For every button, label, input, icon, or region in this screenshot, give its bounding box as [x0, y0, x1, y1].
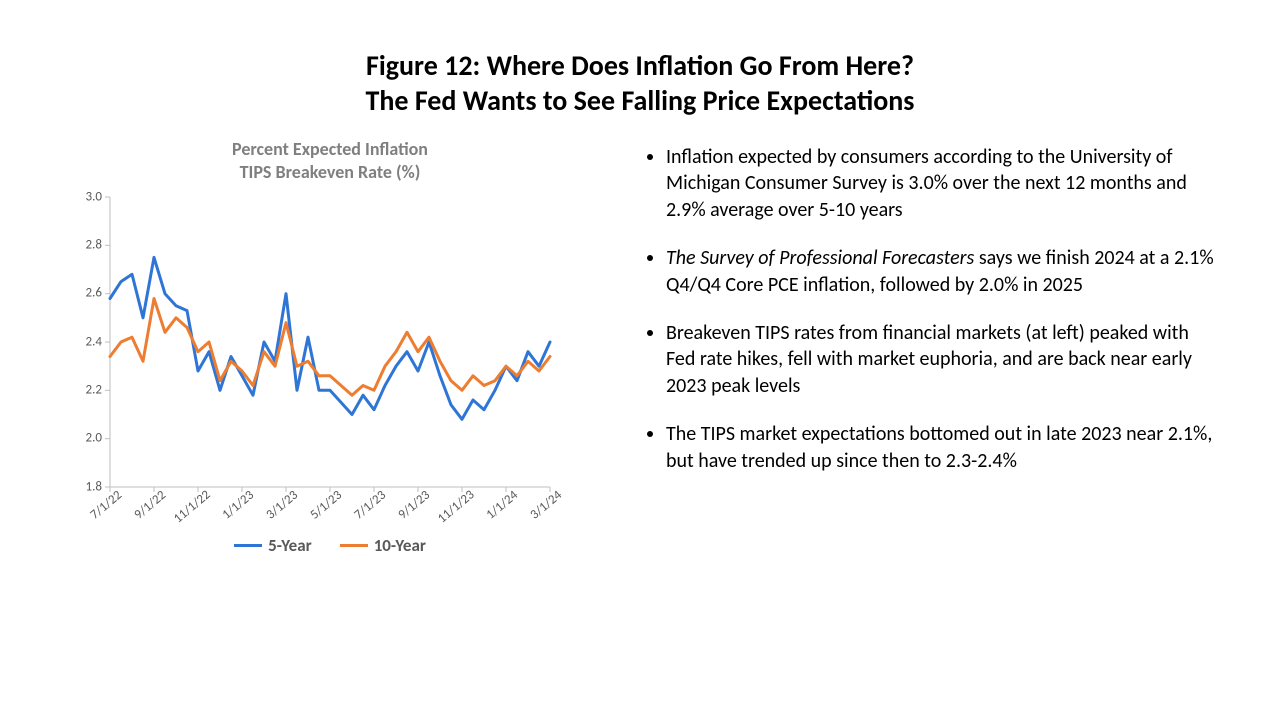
legend-label: 5-Year	[268, 535, 312, 556]
x-tick-label: 11/1/22	[171, 487, 214, 526]
y-tick-label: 2.2	[86, 383, 110, 398]
legend-item: 10-Year	[340, 535, 426, 556]
bullet-item: Breakeven TIPS rates from financial mark…	[666, 320, 1220, 399]
x-tick-label: 9/1/23	[395, 488, 433, 523]
figure-title-line2: The Fed Wants to See Falling Price Expec…	[0, 83, 1280, 118]
legend-swatch	[340, 544, 368, 547]
bullet-item: The TIPS market expectations bottomed ou…	[666, 421, 1220, 474]
legend-swatch	[234, 544, 262, 547]
series-line	[110, 257, 550, 419]
series-line	[110, 298, 550, 395]
x-tick-label: 5/1/23	[307, 488, 345, 523]
x-tick-label: 3/1/23	[263, 488, 301, 523]
chart-svg	[110, 197, 550, 487]
y-tick-label: 1.8	[86, 479, 110, 494]
x-tick-label: 1/1/24	[483, 488, 521, 523]
chart-title: Percent Expected Inflation TIPS Breakeve…	[232, 138, 428, 185]
content-row: Percent Expected Inflation TIPS Breakeve…	[0, 118, 1280, 556]
y-tick-label: 3.0	[86, 189, 110, 204]
y-tick-label: 2.4	[86, 334, 110, 349]
line-chart: 1.82.02.22.42.62.83.07/1/229/1/2211/1/22…	[110, 197, 550, 487]
x-tick-label: 3/1/24	[527, 488, 565, 523]
x-tick-label: 11/1/23	[435, 487, 478, 526]
bullet-item: The Survey of Professional Forecasters s…	[666, 245, 1220, 298]
y-tick-label: 2.8	[86, 238, 110, 253]
figure-title-line1: Figure 12: Where Does Inflation Go From …	[0, 48, 1280, 83]
bullets-column: Inflation expected by consumers accordin…	[640, 138, 1220, 556]
bullet-italic: The Survey of Professional Forecasters	[666, 246, 974, 270]
legend-item: 5-Year	[234, 535, 312, 556]
x-tick-label: 7/1/23	[351, 488, 389, 523]
figure-title: Figure 12: Where Does Inflation Go From …	[0, 0, 1280, 118]
chart-column: Percent Expected Inflation TIPS Breakeve…	[60, 138, 600, 556]
chart-title-line1: Percent Expected Inflation	[232, 138, 428, 161]
y-tick-label: 2.0	[86, 431, 110, 446]
legend-label: 10-Year	[374, 535, 426, 556]
bullet-item: Inflation expected by consumers accordin…	[666, 144, 1220, 223]
chart-legend: 5-Year 10-Year	[234, 535, 426, 556]
y-tick-label: 2.6	[86, 286, 110, 301]
chart-title-line2: TIPS Breakeven Rate (%)	[232, 161, 428, 184]
x-tick-label: 1/1/23	[219, 488, 257, 523]
x-tick-label: 9/1/22	[131, 488, 169, 523]
bullet-list: Inflation expected by consumers accordin…	[640, 144, 1220, 474]
